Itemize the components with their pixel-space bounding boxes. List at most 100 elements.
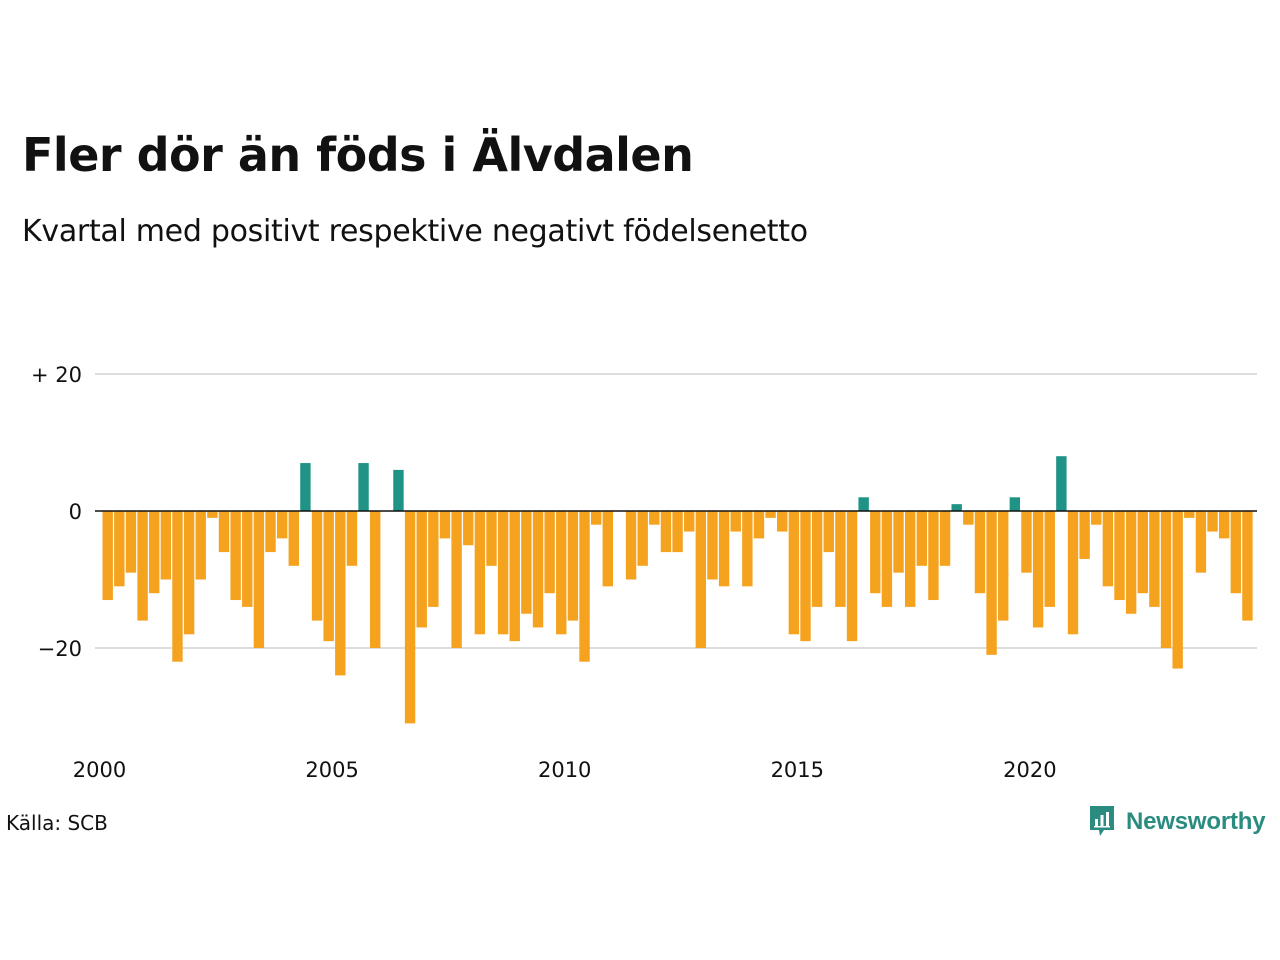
bar (149, 511, 160, 594)
gridlines (95, 373, 1257, 649)
bar (346, 511, 358, 566)
y-tick-label: 0 (69, 500, 82, 524)
bar (253, 511, 265, 648)
bar (1067, 511, 1079, 635)
y-tick-label: + 20 (31, 363, 82, 387)
bar (242, 511, 253, 607)
bar (928, 511, 939, 601)
bar (788, 511, 800, 635)
bar (532, 511, 544, 628)
bar (288, 511, 299, 566)
bar (1044, 511, 1055, 607)
bar (1114, 511, 1125, 601)
bar (998, 511, 1009, 621)
bar (893, 511, 904, 573)
bar (602, 511, 613, 587)
bar (544, 511, 555, 594)
bar (684, 511, 695, 532)
bar (939, 511, 951, 566)
bar (1242, 511, 1253, 621)
bar (1032, 511, 1044, 628)
bar (404, 511, 416, 724)
bar (521, 511, 532, 614)
bar (590, 511, 602, 525)
bar (986, 511, 997, 655)
bar (660, 511, 672, 553)
bar (358, 463, 369, 511)
bar (497, 511, 509, 635)
bar (881, 511, 893, 607)
bar (567, 511, 579, 621)
bar (1102, 511, 1114, 587)
bar (742, 511, 753, 587)
bar (195, 511, 206, 580)
bar (1137, 511, 1148, 594)
bar (1056, 456, 1067, 511)
bar (1149, 511, 1160, 607)
bar (102, 511, 113, 601)
bar (1091, 511, 1102, 525)
bar (904, 511, 916, 607)
bar (474, 511, 486, 635)
brand-logo[interactable]: Newsworthy (1088, 803, 1266, 841)
bar (160, 511, 172, 580)
bar (916, 511, 927, 566)
bar (183, 511, 195, 635)
bar (486, 511, 497, 566)
bar (1009, 497, 1021, 511)
bar (718, 511, 730, 587)
bar (1021, 511, 1032, 573)
bar (870, 511, 881, 594)
y-tick-label: −20 (38, 637, 82, 661)
bar (230, 511, 241, 601)
x-tick-label: 2000 (73, 758, 126, 782)
bar (846, 511, 858, 642)
bar (1160, 511, 1172, 648)
bar (114, 511, 125, 587)
bar (1207, 511, 1218, 532)
bar (765, 511, 776, 518)
bar (416, 511, 427, 628)
bar (1184, 511, 1195, 518)
bar (730, 511, 741, 532)
bar (172, 511, 183, 662)
bar (625, 511, 637, 580)
bar (463, 511, 474, 546)
bar (1079, 511, 1090, 559)
bar (800, 511, 811, 642)
chat-bar-chart-icon (1088, 804, 1116, 840)
x-tick-label: 2015 (771, 758, 824, 782)
bar (753, 511, 765, 539)
bar (1125, 511, 1137, 614)
bar (707, 511, 718, 580)
bar (695, 511, 707, 648)
bar (265, 511, 276, 553)
source-note: Källa: SCB (6, 811, 108, 835)
x-tick-label: 2020 (1003, 758, 1056, 782)
bar (649, 511, 660, 525)
bar (335, 511, 346, 676)
bar (218, 511, 230, 553)
bar (835, 511, 846, 607)
bar (637, 511, 648, 566)
chart-subtitle: Kvartal med positivt respektive negativt… (22, 214, 808, 249)
bar (137, 511, 148, 621)
bar (300, 463, 311, 511)
bar (777, 511, 788, 532)
bar (393, 469, 404, 511)
bar (323, 511, 334, 642)
bar (428, 511, 439, 607)
bar (974, 511, 986, 594)
bar (1172, 511, 1183, 669)
bar (811, 511, 823, 607)
bar (1230, 511, 1242, 594)
bar (963, 511, 974, 525)
bar (451, 511, 462, 648)
bar (509, 511, 520, 642)
bar (951, 504, 962, 511)
bar (858, 497, 869, 511)
bar (276, 511, 288, 539)
bar (672, 511, 683, 553)
bar (311, 511, 323, 621)
